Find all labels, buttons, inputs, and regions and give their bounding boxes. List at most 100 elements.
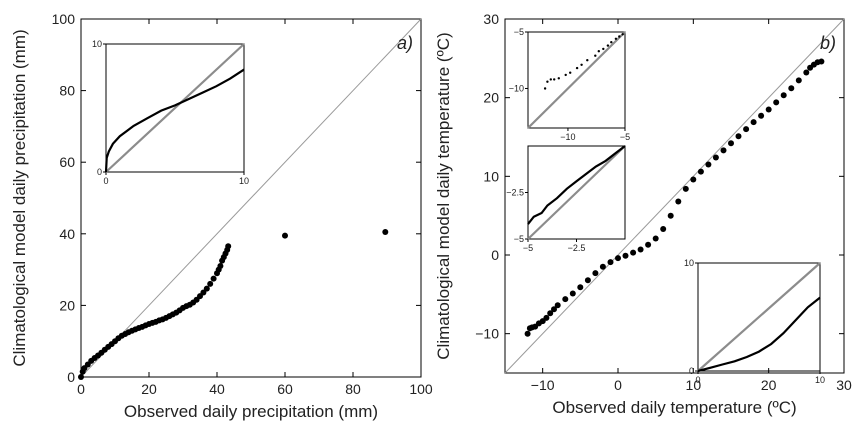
inset-data-point bbox=[553, 78, 556, 81]
inset-one-to-one-line bbox=[527, 31, 626, 129]
main-data-point bbox=[382, 229, 389, 235]
inset-data-point bbox=[614, 37, 618, 40]
main-data-point bbox=[554, 302, 561, 309]
inset-frame bbox=[105, 43, 245, 173]
x-tick-label: 20 bbox=[141, 381, 157, 397]
main-data-point bbox=[645, 241, 652, 248]
main-data-point bbox=[225, 243, 232, 250]
main-data-point bbox=[569, 290, 576, 297]
inset-data-point bbox=[602, 47, 605, 51]
main-data-point bbox=[637, 246, 644, 253]
x-tick-label: 20 bbox=[761, 377, 777, 393]
inset-qq-line bbox=[527, 145, 626, 225]
y-tick-label: 10 bbox=[483, 168, 499, 184]
main-data-point bbox=[750, 119, 757, 126]
inset-precipitation-0-10: 0 10 0 10 bbox=[92, 39, 249, 186]
main-data-point bbox=[788, 85, 795, 92]
main-data-point bbox=[584, 277, 591, 284]
plot-frame bbox=[80, 18, 422, 378]
main-data-point bbox=[758, 112, 765, 119]
x-tick-label: 0 bbox=[614, 377, 622, 393]
main-data-point bbox=[607, 259, 614, 266]
inset-frame bbox=[527, 31, 626, 129]
one-to-one-line bbox=[80, 18, 422, 378]
inset-y-tick-label: 10 bbox=[92, 39, 102, 49]
inset-y-tick-label: 0 bbox=[689, 366, 694, 376]
main-data-point bbox=[735, 133, 742, 140]
main-data-point bbox=[743, 126, 750, 133]
one-to-one-line bbox=[504, 18, 845, 374]
main-data-point bbox=[562, 296, 569, 303]
x-tick-label: 30 bbox=[836, 377, 852, 393]
main-data-point bbox=[282, 232, 288, 239]
main-data-point bbox=[615, 255, 621, 262]
plot-frame bbox=[504, 18, 845, 374]
inset-data-point bbox=[594, 54, 597, 57]
main-data-point bbox=[720, 147, 727, 154]
main-data-point bbox=[765, 106, 772, 113]
main-data-point bbox=[728, 140, 734, 147]
x-tick-label: 0 bbox=[77, 381, 85, 397]
inset-one-to-one-line bbox=[527, 145, 626, 240]
y-tick-label: −10 bbox=[475, 326, 499, 342]
main-data-point bbox=[203, 285, 210, 292]
inset-x-tick-label: −5 bbox=[523, 243, 533, 253]
inset-one-to-one-line bbox=[697, 262, 821, 372]
inset-temperature-neg5-0: −5 −2.5 −5 −2.5 bbox=[506, 145, 626, 253]
x-axis-label: Observed daily temperature (ºC) bbox=[552, 398, 796, 417]
inset-data-point bbox=[597, 50, 600, 53]
y-axis-label: Climatological model daily precipitation… bbox=[10, 29, 29, 366]
inset-x-tick-label: 0 bbox=[695, 375, 700, 385]
main-data-point bbox=[675, 198, 682, 205]
inset-data-point bbox=[618, 35, 621, 38]
main-data-point bbox=[592, 270, 599, 277]
main-data-point bbox=[652, 235, 659, 242]
inset-data-point bbox=[606, 44, 610, 47]
inset-frame bbox=[697, 262, 821, 372]
main-data-point bbox=[660, 226, 667, 232]
inset-data-point bbox=[610, 41, 613, 44]
y-tick-label: 80 bbox=[59, 83, 75, 99]
x-tick-label: 40 bbox=[209, 381, 225, 397]
inset-data-point bbox=[543, 87, 547, 90]
inset-data-point bbox=[564, 73, 567, 77]
main-data-point bbox=[207, 280, 214, 287]
inset-one-to-one-line bbox=[105, 43, 245, 173]
y-tick-label: 0 bbox=[67, 369, 75, 385]
x-tick-label: 80 bbox=[345, 381, 361, 397]
main-data-point bbox=[705, 161, 712, 168]
main-data-point bbox=[697, 168, 704, 175]
x-tick-label: 60 bbox=[277, 381, 293, 397]
panel-label: a) bbox=[397, 33, 413, 53]
main-data-point bbox=[551, 306, 557, 313]
main-data-point bbox=[622, 252, 629, 259]
y-axis-label: Climatological model daily temperature (… bbox=[434, 32, 453, 359]
inset-x-tick-label: −10 bbox=[560, 132, 575, 142]
main-data-point bbox=[577, 284, 584, 291]
inset-x-tick-label: 0 bbox=[103, 176, 108, 186]
inset-data-point bbox=[549, 78, 552, 81]
inset-qq-line bbox=[697, 296, 821, 373]
inset-x-tick-label: 10 bbox=[815, 375, 825, 385]
y-tick-label: 100 bbox=[52, 11, 76, 27]
main-data-point bbox=[200, 289, 207, 296]
y-tick-label: 60 bbox=[59, 154, 75, 170]
inset-y-tick-label: −5 bbox=[514, 27, 524, 37]
inset-data-point bbox=[621, 33, 624, 36]
inset-y-tick-label: −5 bbox=[514, 234, 524, 244]
inset-x-tick-label: −2.5 bbox=[568, 243, 586, 253]
inset-data-point bbox=[575, 66, 579, 70]
main-data-point bbox=[780, 92, 787, 99]
inset-y-tick-label: −10 bbox=[509, 83, 524, 93]
main-data-point bbox=[667, 212, 674, 219]
main-data-point bbox=[682, 185, 689, 192]
y-tick-label: 20 bbox=[59, 297, 75, 313]
main-data-point bbox=[543, 314, 550, 321]
inset-y-tick-label: 0 bbox=[97, 167, 102, 177]
main-data-point bbox=[78, 374, 84, 380]
main-data-point bbox=[630, 249, 637, 256]
main-data-point bbox=[818, 58, 825, 65]
inset-temperature-cold-tail: −10 −5 −10 −5 bbox=[509, 27, 630, 142]
